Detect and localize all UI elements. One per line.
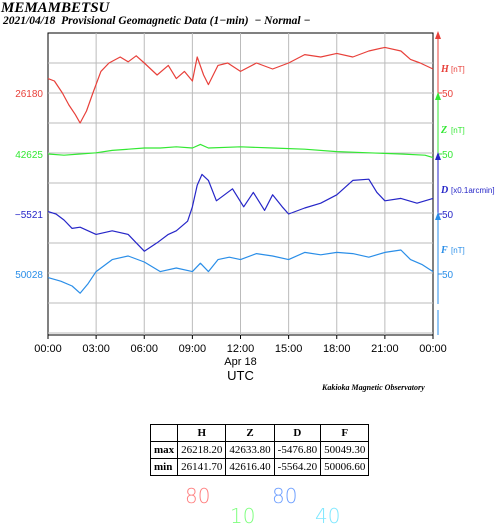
x-tick-label: 12:00 <box>227 343 255 355</box>
series-line-d <box>47 173 434 252</box>
series-name-h: H <box>440 64 450 75</box>
series-scale-h: 50 <box>442 89 454 100</box>
series-name-z: Z <box>440 125 447 136</box>
stats-row-max: max 26218.20 42633.80 -5476.80 50049.30 <box>149 441 370 459</box>
scale-h: 80 <box>185 484 211 508</box>
stats-cell: 50049.30 <box>320 441 370 459</box>
stats-cell: 42616.40 <box>225 458 275 476</box>
stats-header-row: H Z D F <box>149 424 370 442</box>
series-name-d: D <box>440 185 448 196</box>
scale-z: 10 <box>230 504 256 528</box>
stats-header-z: Z <box>225 424 275 442</box>
stats-cell: 26218.20 <box>177 441 227 459</box>
x-tick-label: 18:00 <box>323 343 351 355</box>
stats-header-blank <box>149 424 179 442</box>
scale-f: 40 <box>315 504 341 528</box>
x-tick-label: 00:00 <box>34 343 62 355</box>
stats-cell: 50006.60 <box>320 458 370 476</box>
baseline-label-f: 50028 <box>15 270 43 281</box>
stats-row-label: min <box>149 458 179 476</box>
baseline-label-h: 26180 <box>15 89 43 100</box>
stats-row-label: max <box>149 441 179 459</box>
series-name-f: F <box>440 245 448 256</box>
series-unit-h: [nT] <box>451 65 465 74</box>
x-date-label: Apr 18 <box>224 356 256 368</box>
series-unit-d: [x0.1arcmin] <box>451 186 495 195</box>
stats-header-h: H <box>177 424 227 442</box>
series-scale-f: 50 <box>442 270 454 281</box>
scale-d: 80 <box>272 484 298 508</box>
series-unit-f: [nT] <box>451 246 465 255</box>
series-unit-z: [nT] <box>451 126 465 135</box>
magnetogram-chart: 00:00 03:00 06:00 09:00 12:00 15:00 18:00 21:00… <box>15 31 495 383</box>
x-tick-label: 15:00 <box>275 343 303 355</box>
scale-arrow-d <box>435 152 441 160</box>
series-scale-d: 50 <box>442 210 454 221</box>
stats-header-f: F <box>320 424 370 442</box>
stats-row-min: min 26141.70 42616.40 -5564.20 50006.60 <box>149 458 370 476</box>
stats-cell: -5476.80 <box>273 441 322 459</box>
scale-arrow-z <box>435 92 441 100</box>
stats-cell: -5564.20 <box>273 458 322 476</box>
x-tick-label: 00:00 <box>419 343 447 355</box>
x-tick-label: 03:00 <box>82 343 110 355</box>
scale-arrow-h <box>435 31 441 39</box>
stats-cell: 42633.80 <box>225 441 275 459</box>
series-scale-z: 50 <box>442 150 454 161</box>
baseline-label-z: 42625 <box>15 150 43 161</box>
chart-subtitle: 2021/04/18 Provisional Geomagnetic Data … <box>3 15 311 27</box>
station-name: MEMAMBETSU <box>1 0 110 16</box>
x-tick-label: 21:00 <box>371 343 399 355</box>
x-axis-label: UTC <box>227 368 254 383</box>
stats-header-d: D <box>273 424 322 442</box>
series-line-f <box>47 249 434 294</box>
baseline-label-d: −5521 <box>15 210 44 221</box>
stats-table: H Z D F max 26218.20 42633.80 -5476.80 5… <box>149 424 370 476</box>
stats-cell: 26141.70 <box>177 458 227 476</box>
x-tick-label: 06:00 <box>130 343 158 355</box>
series-line-z <box>47 143 434 159</box>
observatory-credit: Kakioka Magnetic Observatory <box>322 383 425 392</box>
series-line-h <box>47 46 434 124</box>
scale-arrow-f <box>435 212 441 220</box>
x-tick-label: 09:00 <box>179 343 207 355</box>
